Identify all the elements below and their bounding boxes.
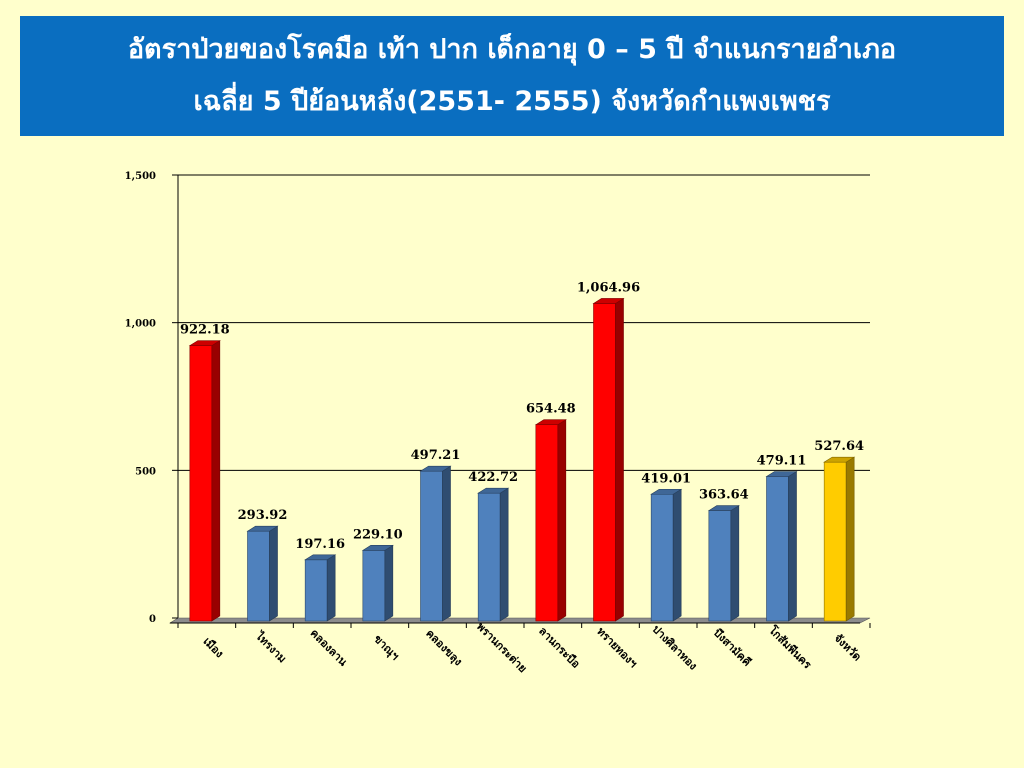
bar-front xyxy=(535,424,559,622)
bar-side xyxy=(326,554,336,622)
bar-side xyxy=(672,488,682,622)
bar-side xyxy=(269,525,278,622)
bar-side xyxy=(730,505,740,622)
bar xyxy=(361,544,394,622)
bar-top xyxy=(419,465,452,472)
x-category-label: ไทรงาม xyxy=(252,628,290,666)
data-label: 497.21 xyxy=(411,448,461,463)
bar-front xyxy=(650,493,674,622)
bar-front xyxy=(420,470,443,622)
x-category-label: โกสัมพีนคร xyxy=(765,622,814,671)
bar-top xyxy=(188,340,221,346)
chart-labels: 922.18 เมือง 293.92 ไทรงาม 197.16 คลองลาน 229.… xyxy=(180,280,864,675)
x-category-label: คลองลาน xyxy=(308,626,350,668)
bar xyxy=(592,297,625,622)
bar-top xyxy=(477,487,510,494)
data-label: 363.64 xyxy=(699,488,749,503)
bar-top xyxy=(361,545,394,551)
data-label: 422.72 xyxy=(468,470,518,485)
bar-top xyxy=(823,456,856,463)
bar-side xyxy=(384,544,394,622)
x-category-label: จังหวัด xyxy=(832,631,864,663)
data-label: 479.11 xyxy=(757,454,807,469)
x-category-label: เมือง xyxy=(201,635,226,660)
bar-front xyxy=(593,303,616,622)
bar-top xyxy=(650,488,683,495)
x-category-label: ลานกระบือ xyxy=(536,624,582,670)
data-label: 1,064.96 xyxy=(577,280,640,295)
bar-top xyxy=(592,298,625,304)
x-category-label: ทรายทองฯ xyxy=(594,625,639,670)
bar-side xyxy=(557,419,567,622)
bar xyxy=(534,419,567,622)
y-tick-label: 1,500 xyxy=(125,171,156,182)
slide-title-line1: อัตราป่วยของโรคมือ เท้า ปาก เด็กอายุ 0 –… xyxy=(127,34,897,65)
x-category-label: ปางศิลาทอง xyxy=(650,623,700,673)
bar-side xyxy=(845,456,855,622)
bar xyxy=(650,488,683,622)
bar-front xyxy=(247,530,270,622)
data-label: 654.48 xyxy=(526,402,576,417)
bar-front xyxy=(189,345,213,622)
data-label: 922.18 xyxy=(180,323,230,338)
bar-front xyxy=(823,461,847,622)
chart-bars xyxy=(188,297,856,622)
x-category-label: พรานกระต่าย xyxy=(474,620,529,675)
data-label: 527.64 xyxy=(814,439,864,454)
data-label: 197.16 xyxy=(295,537,345,552)
chart-floor xyxy=(168,617,871,624)
bar xyxy=(419,465,452,622)
data-label: 229.10 xyxy=(353,527,403,542)
bar-front xyxy=(304,559,328,622)
bar-front xyxy=(708,510,732,622)
x-category-label: ขาณุฯ xyxy=(370,632,401,663)
bar-side xyxy=(442,465,451,622)
y-tick-label: 1,000 xyxy=(125,319,156,330)
x-category-label: คลองขลุง xyxy=(423,627,465,669)
slide-title-line2: เฉลี่ย 5 ปีย้อนหลัง(2551- 2555) จังหวัดก… xyxy=(193,86,831,117)
slide-title-box: อัตราป่วยของโรคมือ เท้า ปาก เด็กอายุ 0 –… xyxy=(20,16,1004,136)
bar-top xyxy=(707,505,740,511)
bar-top xyxy=(246,525,279,532)
bar-front xyxy=(766,476,789,622)
data-label: 293.92 xyxy=(238,508,288,523)
x-category-label: บึงสามัคคี xyxy=(711,626,754,669)
bar-top xyxy=(534,419,567,426)
bar-top xyxy=(765,471,798,477)
bar-front xyxy=(477,492,501,622)
bar xyxy=(765,470,798,622)
bar xyxy=(246,525,279,622)
chart-grid xyxy=(178,174,870,471)
y-tick-label: 0 xyxy=(149,614,156,625)
data-label: 419.01 xyxy=(641,471,691,486)
bar xyxy=(304,554,337,622)
bar-side xyxy=(615,297,624,622)
bar-front xyxy=(362,550,386,622)
bar xyxy=(823,456,856,622)
bar-side xyxy=(211,340,221,622)
bar-side xyxy=(499,487,509,622)
bar-side xyxy=(788,470,797,622)
bar xyxy=(188,340,221,622)
chart-axes: 0 500 1,000 1,500 xyxy=(125,171,871,628)
bar xyxy=(707,505,740,622)
y-tick-label: 500 xyxy=(135,466,156,477)
bar xyxy=(477,487,510,622)
bar-top xyxy=(304,554,337,561)
